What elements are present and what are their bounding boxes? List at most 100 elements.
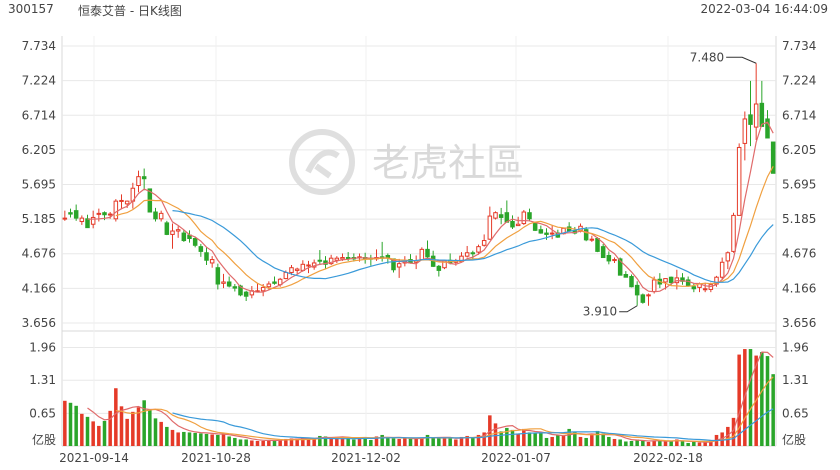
candle-body	[90, 216, 96, 225]
volume-bar	[437, 438, 441, 446]
volume-bar	[595, 430, 600, 446]
volume-bar	[306, 438, 311, 446]
volume-bar	[136, 407, 141, 446]
volume-bar	[590, 433, 594, 446]
candle-body	[583, 229, 589, 241]
candle-body	[141, 176, 147, 180]
price-tick-left: 7.224	[22, 74, 56, 88]
volume-bar	[658, 440, 662, 446]
volume-bar	[493, 423, 498, 446]
volume-bar	[289, 438, 294, 446]
volume-bar	[765, 356, 770, 446]
price-tick-right: 6.205	[782, 143, 816, 157]
date-tick: 2022-02-18	[633, 451, 703, 465]
volume-bar	[578, 436, 583, 446]
volume-bar	[318, 435, 322, 446]
candle-body	[340, 257, 345, 260]
price-tick-right: 5.185	[782, 212, 816, 226]
candle-body	[425, 248, 430, 258]
volume-bar	[731, 417, 736, 446]
date-tick: 2021-12-02	[331, 451, 401, 465]
volume-bar	[516, 433, 520, 446]
volume-bar	[561, 435, 566, 446]
candle-body	[62, 217, 68, 220]
candle-body	[527, 212, 532, 220]
volume-bar	[352, 439, 356, 446]
tiger-logo-icon	[289, 129, 355, 195]
candle-body	[725, 252, 731, 262]
candle-body	[538, 229, 544, 234]
candle-body	[612, 259, 617, 262]
candle-body	[487, 215, 493, 240]
volume-bar	[131, 411, 135, 446]
volume-ma5-line	[87, 351, 774, 443]
tiger-logo-mark	[305, 149, 340, 179]
volume-bar	[63, 400, 67, 446]
candle-body	[549, 232, 555, 235]
price-tick-left: 6.205	[22, 143, 56, 157]
volume-bar	[108, 410, 112, 446]
price-tick-left: 4.676	[22, 247, 56, 261]
volume-bar	[720, 432, 724, 446]
chart-title: 恒泰艾普 - 日K线图	[78, 4, 182, 18]
volume-bar	[340, 436, 345, 446]
volume-bar	[737, 354, 741, 446]
candle-body	[181, 232, 187, 242]
volume-bar	[346, 437, 350, 446]
chart-header: 300157 恒泰艾普 - 日K线图 2022-03-04 16:44:09	[0, 0, 840, 18]
candle-body	[153, 211, 158, 220]
volume-bar	[199, 433, 203, 446]
volume-bar	[618, 439, 622, 446]
candle-body	[243, 291, 249, 297]
candle-body	[436, 265, 442, 271]
volume-bar	[482, 432, 486, 446]
candle-body	[119, 199, 124, 202]
candle-body	[345, 257, 351, 260]
price-tick-left: 5.695	[22, 178, 56, 192]
volume-tick-left: 0.65	[29, 406, 56, 420]
candle-body	[85, 218, 90, 229]
price-tick-right: 5.695	[782, 178, 816, 192]
candle-body	[651, 279, 657, 292]
volume-ma10-line	[115, 376, 774, 442]
volume-bar	[669, 440, 673, 446]
date-tick: 2022-01-07	[481, 451, 551, 465]
candle-body	[532, 223, 538, 231]
candle-body	[334, 257, 340, 261]
volume-bar	[102, 420, 107, 446]
candle-body	[521, 211, 527, 225]
candle-body	[170, 230, 175, 235]
volume-bar	[425, 434, 430, 446]
volume-bar	[323, 436, 328, 446]
candle-body	[68, 212, 73, 215]
volume-bar	[431, 437, 435, 446]
candle-body	[79, 217, 85, 223]
volume-bar	[686, 442, 690, 446]
price-tick-left: 3.656	[22, 316, 56, 330]
annotation-high: 7.480	[690, 50, 724, 64]
volume-bar	[159, 421, 163, 446]
candle-body	[175, 229, 181, 232]
candle-body	[765, 118, 770, 139]
volume-bar	[221, 433, 226, 446]
candle-body	[589, 238, 595, 241]
candle-body	[306, 264, 311, 267]
price-tick-left: 7.734	[22, 39, 56, 53]
candle-body	[759, 102, 765, 127]
volume-ma20-line	[172, 408, 774, 442]
volume-bar	[204, 433, 209, 446]
date-tick: 2021-10-28	[181, 451, 251, 465]
volume-bar	[363, 437, 367, 446]
candle-body	[283, 271, 289, 280]
volume-bar	[386, 437, 390, 446]
volume-bar	[454, 439, 458, 446]
volume-bar	[267, 439, 271, 446]
candle-body	[731, 214, 736, 252]
volume-bar	[663, 441, 668, 446]
price-tick-right: 4.676	[782, 247, 816, 261]
volume-bar	[335, 436, 339, 446]
candle-body	[317, 259, 323, 262]
candle-body	[96, 212, 102, 215]
candle-body	[204, 252, 209, 261]
candle-body	[629, 276, 634, 288]
